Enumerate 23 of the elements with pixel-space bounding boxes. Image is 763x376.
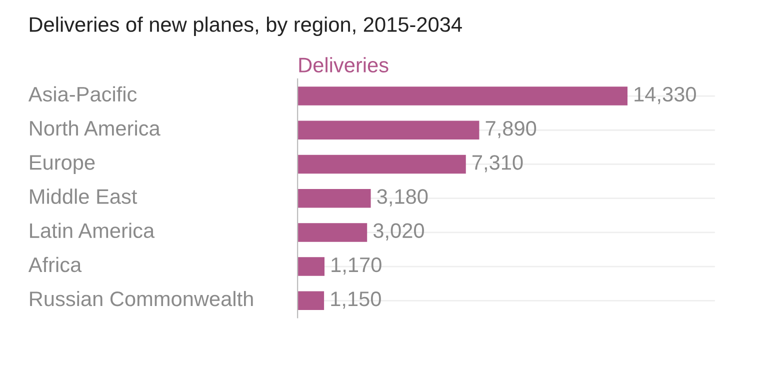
data-label: 1,170 [332,257,382,275]
bar [298,120,480,140]
y-tick-label: North America [30,120,160,136]
y-tick-label: Africa [28,256,82,272]
y-tick-label: Russian Commonwealth [30,290,253,306]
series-label: Deliveries [299,57,388,72]
data-label: 1,150 [331,292,381,309]
y-tick-label: Asia-Pacific [28,86,137,102]
bar [298,154,466,174]
data-label: 7,310 [472,155,523,172]
bar [298,291,324,310]
data-label: 14,330 [634,86,696,104]
bar [298,223,368,242]
y-tick-label: Latin America [30,222,155,238]
y-tick-label: Europe [30,155,95,174]
bar [298,257,325,276]
data-label: 3,180 [377,189,428,206]
data-label: 7,890 [486,120,536,138]
bar [298,86,628,106]
bar [298,188,371,208]
y-tick-label: Middle East [30,188,138,204]
chart-title: Deliveries of new planes, by region, 2015-2034 [30,16,462,36]
data-label: 3,020 [373,223,424,240]
